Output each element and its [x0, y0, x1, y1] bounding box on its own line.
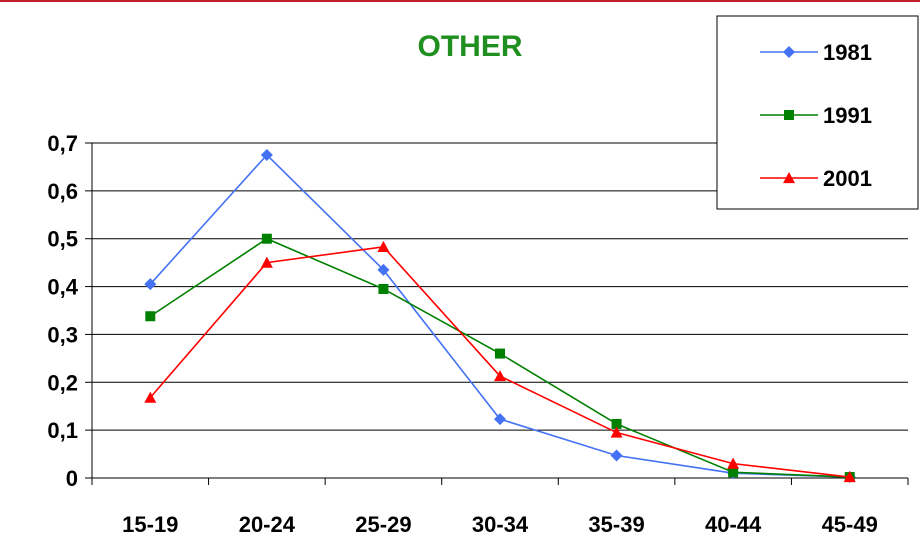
data-point: [377, 263, 390, 276]
y-tick-label: 0,7: [47, 131, 78, 156]
data-point: [728, 467, 739, 478]
legend: 1981 1991 2001: [716, 15, 919, 210]
legend-label: 1991: [823, 103, 872, 128]
y-tick-labels: 0 0,1 0,2 0,3 0,4 0,5 0,6 0,7: [47, 131, 78, 491]
legend-marker: [783, 46, 795, 58]
y-tick-label: 0: [66, 466, 78, 491]
data-point: [611, 418, 622, 429]
y-tick-label: 0,4: [47, 275, 78, 300]
legend-marker: [783, 172, 795, 184]
legend-item-1981: 1981: [760, 40, 872, 65]
series-2001: [144, 240, 856, 483]
y-tick-label: 0,5: [47, 227, 78, 252]
top-rule: [0, 0, 920, 2]
series-lines: [144, 148, 856, 484]
axes: [85, 142, 909, 485]
x-tick-label: 25-29: [355, 512, 411, 537]
data-point: [145, 311, 156, 322]
chart-title: OTHER: [418, 30, 523, 63]
x-tick-labels: 15-19 20-24 25-29 30-34 35-39 40-44 45-49: [122, 512, 878, 537]
data-point: [144, 278, 157, 291]
legend-label: 2001: [823, 166, 872, 191]
data-point: [494, 370, 506, 382]
data-point: [378, 283, 389, 294]
legend-item-2001: 2001: [760, 166, 872, 191]
series-line: [149, 246, 850, 478]
data-point: [727, 457, 740, 469]
data-point: [260, 256, 273, 268]
legend-marker: [784, 110, 794, 120]
x-tick-label: 15-19: [122, 512, 178, 537]
data-point: [495, 348, 505, 359]
x-tick-label: 20-24: [239, 512, 296, 537]
y-tick-label: 0,3: [47, 322, 78, 347]
data-point: [494, 413, 506, 426]
series-1991: [145, 233, 855, 483]
data-point: [843, 471, 856, 483]
data-point: [610, 426, 623, 438]
data-point: [261, 233, 272, 244]
x-tick-label: 40-44: [705, 512, 762, 537]
y-tick-label: 0,6: [47, 179, 78, 204]
legend-box: [716, 15, 919, 210]
data-point: [610, 449, 623, 462]
legend-label: 1981: [823, 40, 872, 65]
y-tick-label: 0,1: [47, 418, 78, 443]
data-point: [144, 391, 157, 403]
data-point: [260, 148, 273, 161]
x-tick-label: 30-34: [472, 512, 529, 537]
legend-item-1991: 1991: [760, 103, 872, 128]
y-tick-label: 0,2: [47, 370, 78, 395]
x-tick-label: 45-49: [822, 512, 878, 537]
x-tick-label: 35-39: [588, 512, 644, 537]
data-point: [377, 240, 390, 252]
